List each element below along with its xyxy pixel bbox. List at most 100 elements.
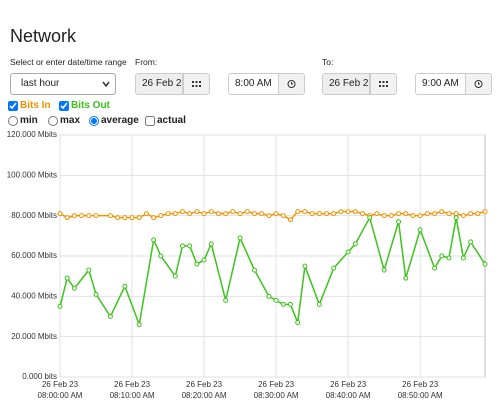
y-tick-label: 100.000 Mbits [7, 170, 57, 179]
mode-option[interactable]: average [89, 115, 139, 126]
data-point [158, 213, 164, 219]
data-point [273, 211, 279, 217]
data-point [64, 215, 70, 221]
from-calendar-button[interactable] [183, 73, 210, 95]
radio[interactable] [8, 115, 18, 126]
x-tick-label: 08:20:00 AM [182, 391, 227, 400]
range-select[interactable]: last hour [10, 73, 116, 95]
clock-icon [287, 80, 296, 88]
data-point [396, 219, 402, 225]
data-point [460, 213, 466, 219]
data-point [237, 211, 243, 217]
mode-option[interactable]: min [8, 115, 38, 126]
data-point [288, 301, 294, 307]
series-toggle[interactable]: Bits In [8, 100, 51, 111]
from-date[interactable]: 26 Feb 23 [135, 73, 183, 95]
data-point [115, 215, 121, 221]
data-point [360, 211, 366, 217]
data-point [244, 209, 250, 215]
data-point [194, 261, 200, 267]
data-point [446, 255, 452, 261]
to-time[interactable]: 9:00 AM [415, 73, 467, 95]
data-point [302, 263, 308, 269]
data-point [223, 211, 229, 217]
data-point [86, 267, 92, 273]
data-point [388, 213, 394, 219]
y-tick-label: 80.000 Mbits [11, 211, 57, 220]
data-point [424, 211, 430, 217]
mode-option[interactable]: actual [145, 115, 186, 126]
data-point [439, 209, 445, 215]
data-point [439, 253, 445, 259]
data-point [57, 303, 63, 309]
data-point [107, 213, 113, 219]
x-tick-label: 26 Feb 23 [402, 380, 439, 389]
data-point [475, 211, 481, 217]
data-point [172, 211, 178, 217]
data-point [179, 209, 185, 215]
data-point [251, 267, 257, 273]
data-point [107, 314, 113, 319]
page-title: Network [10, 26, 77, 46]
y-tick-label: 60.000 Mbits [11, 251, 57, 260]
radio[interactable] [48, 115, 58, 126]
series-toggle[interactable]: Bits Out [59, 100, 110, 111]
data-point [71, 285, 77, 291]
data-point [432, 211, 438, 217]
x-tick-label: 26 Feb 23 [114, 380, 151, 389]
to-clock-button[interactable] [465, 73, 492, 95]
data-point [187, 243, 193, 249]
data-point [381, 213, 387, 219]
data-point [179, 243, 185, 249]
data-point [460, 255, 466, 261]
data-point [230, 209, 236, 215]
chart: 0.000 bits 20.000 Mbits 40.000 Mbits 60.000… [7, 130, 488, 400]
mode-option[interactable]: max [48, 115, 80, 126]
data-point [93, 291, 99, 297]
x-tick-label: 08:00:00 AM [38, 391, 83, 400]
x-tick-label: 08:50:00 AM [398, 391, 443, 400]
data-point [79, 213, 85, 219]
data-point [482, 209, 488, 215]
data-point [251, 211, 257, 217]
data-point [309, 211, 315, 217]
mode-label: actual [157, 115, 186, 126]
data-point [468, 239, 474, 245]
checkbox[interactable] [59, 100, 69, 111]
calendar-icon [192, 81, 201, 87]
checkbox[interactable] [145, 115, 155, 126]
data-point [71, 213, 77, 219]
data-point [172, 273, 178, 279]
data-point [187, 211, 193, 217]
data-point [201, 211, 207, 217]
data-point [432, 265, 438, 271]
data-point [86, 213, 92, 219]
data-point [143, 211, 149, 217]
checkbox[interactable] [8, 100, 18, 111]
to-calendar-button[interactable] [370, 73, 397, 95]
data-point [57, 211, 63, 217]
range-select-text: last hour [21, 78, 60, 89]
data-point [280, 213, 286, 219]
radio[interactable] [89, 115, 99, 126]
data-point [410, 213, 416, 219]
data-point [316, 301, 322, 307]
data-point [446, 211, 452, 217]
y-tick-label: 0.000 bits [22, 372, 57, 381]
from-time[interactable]: 8:00 AM [228, 73, 280, 95]
x-tick-label: 26 Feb 23 [258, 380, 295, 389]
from-clock-button[interactable] [278, 73, 305, 95]
data-point [338, 209, 344, 215]
data-point [215, 211, 221, 217]
data-point [295, 209, 301, 215]
mode-label: average [101, 115, 139, 126]
mode-label: min [20, 115, 38, 126]
to-date[interactable]: 26 Feb 23 [322, 73, 370, 95]
data-point [259, 211, 265, 217]
data-point [403, 211, 409, 217]
legend-label: Bits In [20, 100, 51, 111]
data-point [158, 253, 164, 259]
mode-label: max [60, 115, 81, 126]
x-tick-label: 08:40:00 AM [326, 391, 371, 400]
